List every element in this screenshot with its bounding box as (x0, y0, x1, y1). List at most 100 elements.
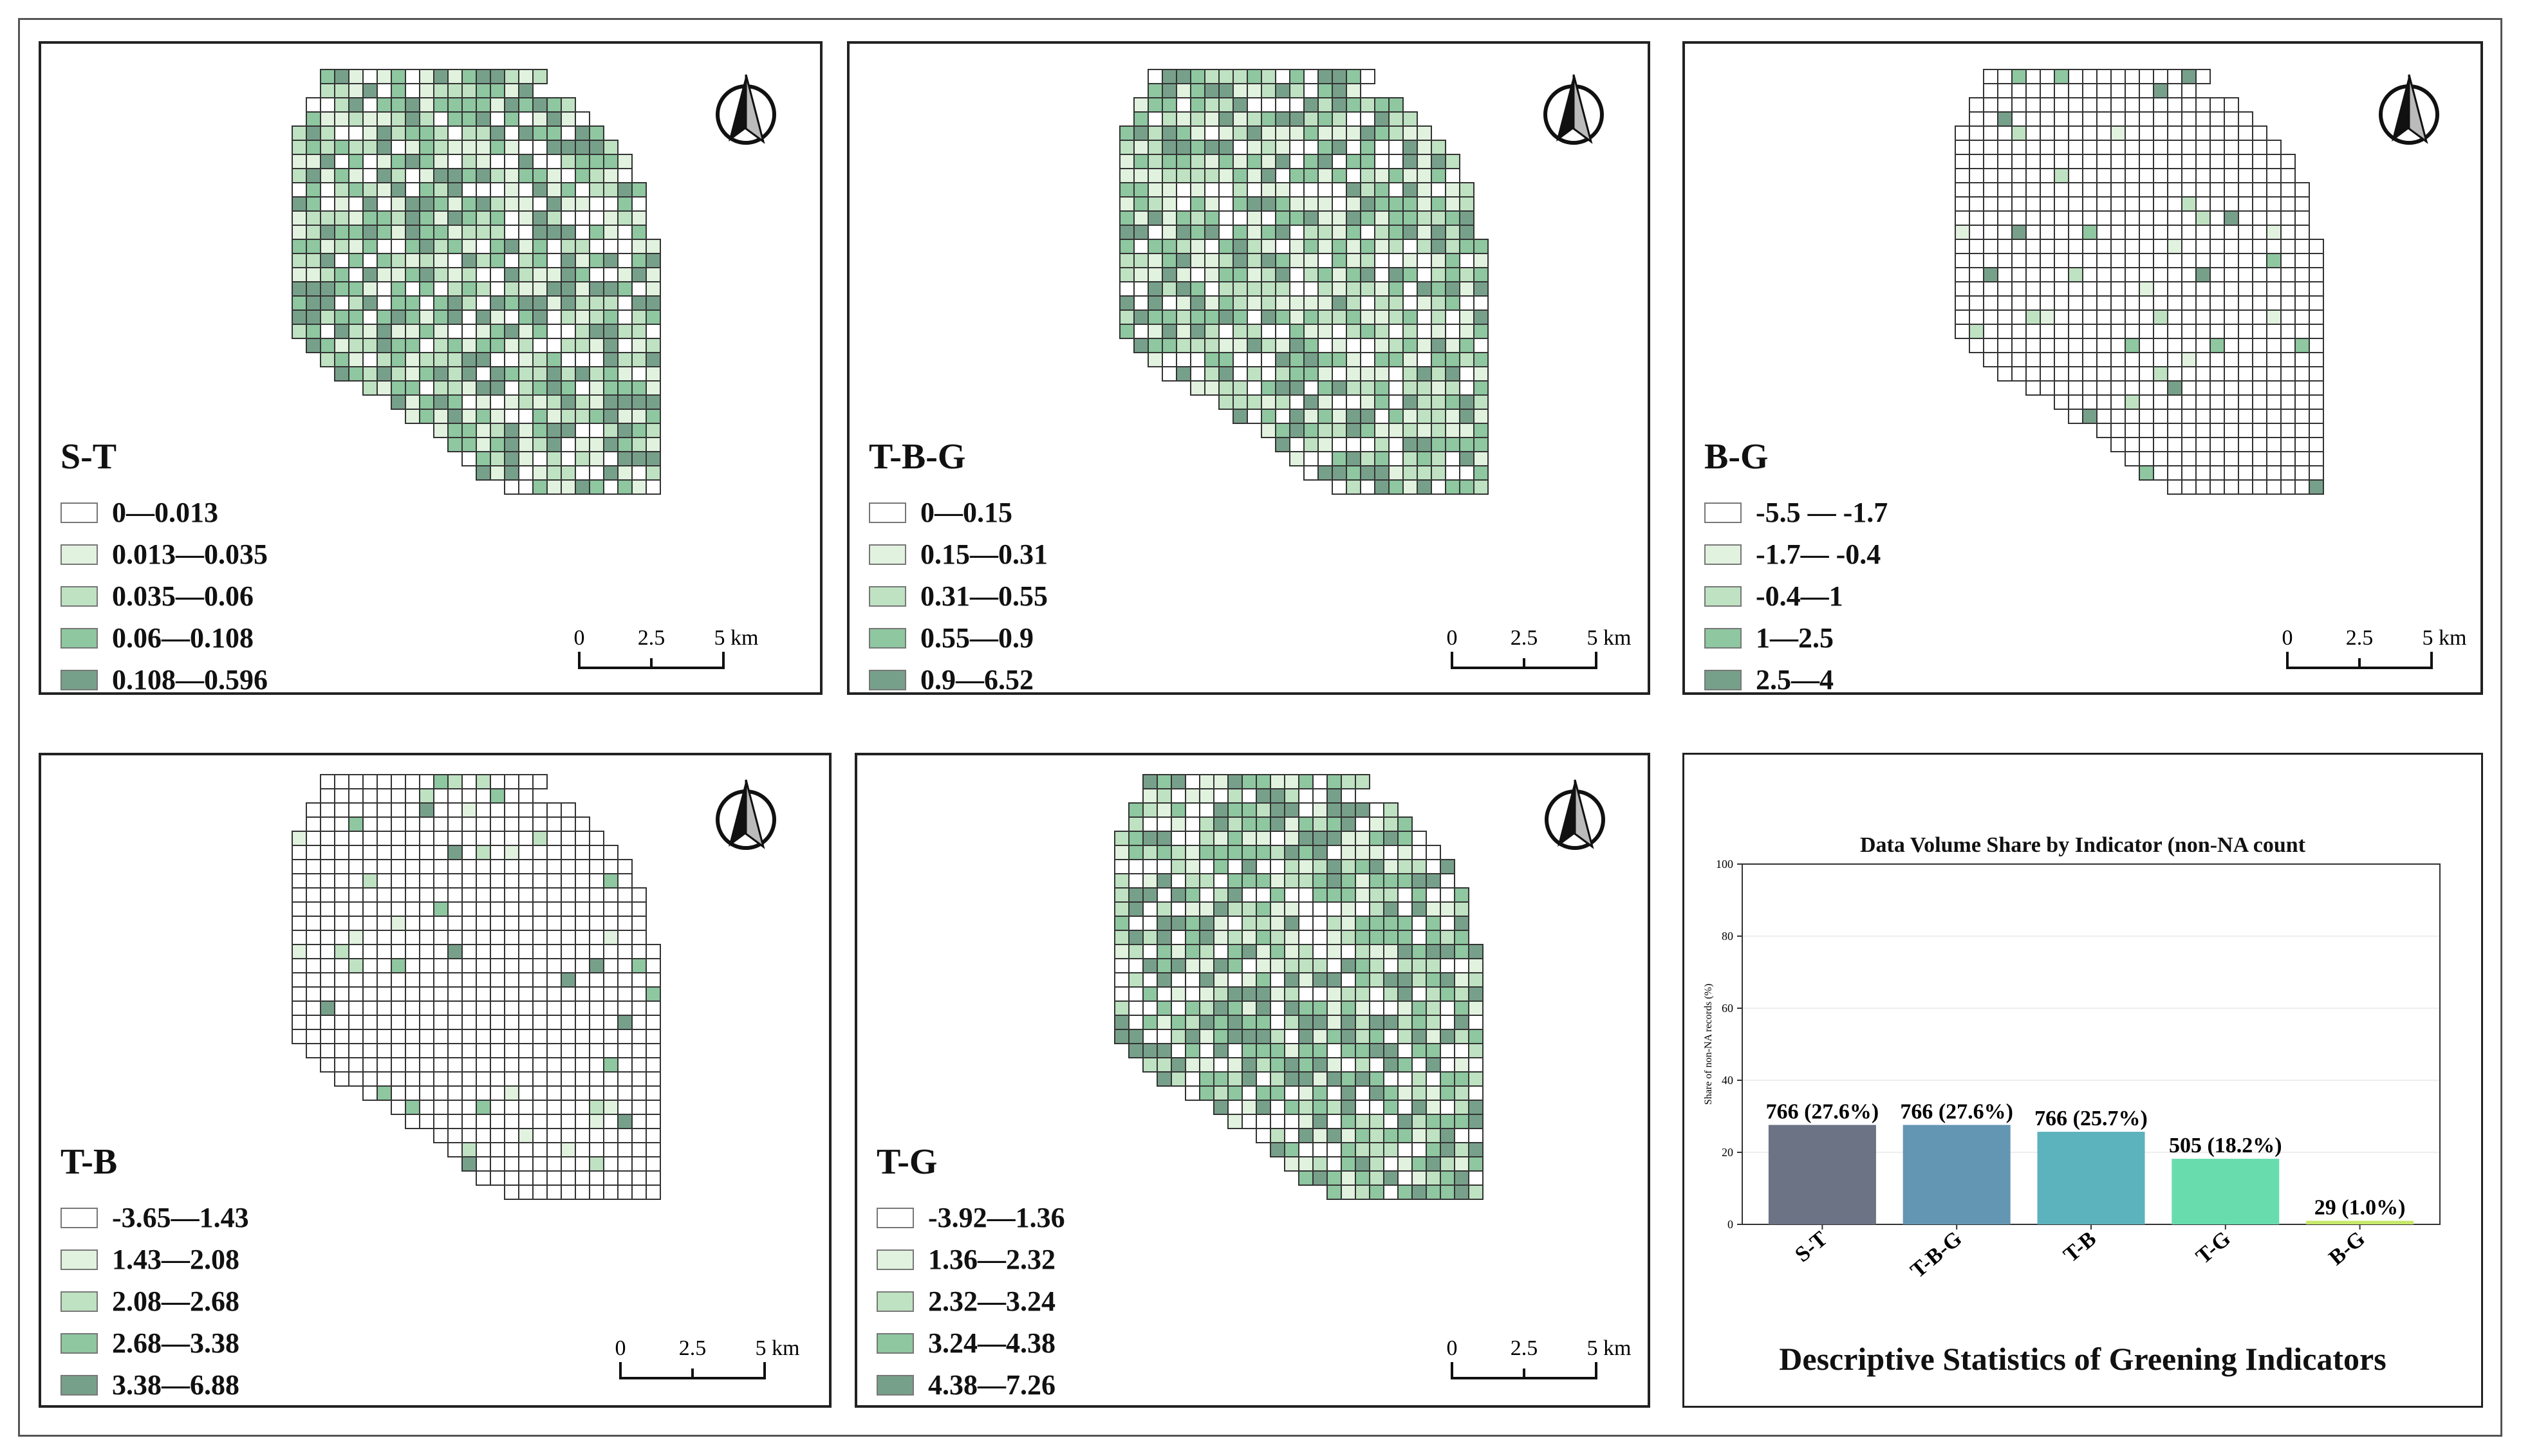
grid-cell (391, 111, 406, 127)
grid-cell (2181, 253, 2197, 268)
grid-cell (1190, 196, 1205, 212)
grid-cell (646, 352, 661, 367)
grid-cell (2082, 83, 2098, 98)
grid-cell (1346, 380, 1361, 396)
grid-cell (334, 1071, 349, 1087)
grid-cell (1247, 154, 1262, 169)
grid-cell (1955, 324, 1970, 339)
grid-cell (546, 958, 562, 973)
grid-cell (1355, 816, 1370, 832)
grid-cell (2252, 239, 2267, 254)
grid-cell (419, 774, 434, 789)
grid-cell (1199, 802, 1214, 818)
grid-cell (292, 267, 307, 282)
grid-cell (2238, 479, 2253, 495)
grid-cell (2252, 352, 2267, 367)
grid-cell (320, 774, 335, 789)
grid-cell (2139, 451, 2154, 466)
grid-cell (362, 802, 378, 818)
legend-label: 2.68—3.38 (112, 1327, 239, 1359)
grid-cell (1431, 324, 1446, 339)
grid-cell (334, 97, 349, 113)
grid-cell (1270, 831, 1285, 846)
grid-cell (518, 1029, 534, 1044)
grid-cell (1171, 901, 1186, 917)
grid-cell (306, 1029, 321, 1044)
grid-cell (2280, 267, 2296, 282)
grid-cell (1468, 1156, 1484, 1172)
grid-cell (518, 324, 534, 339)
grid-cell (306, 225, 321, 240)
grid-cell (377, 239, 392, 254)
grid-cell (1190, 182, 1205, 198)
grid-cell (1190, 125, 1205, 141)
grid-cell (1417, 366, 1432, 382)
grid-cell (631, 239, 647, 254)
grid-cell (2309, 295, 2324, 311)
grid-cell (1402, 125, 1418, 141)
grid-cell (2209, 394, 2225, 410)
grid-cell (447, 816, 463, 832)
grid-cell (1233, 324, 1248, 339)
grid-cell (603, 295, 619, 311)
grid-cell (1355, 774, 1370, 789)
scale-tick-label: 5 km (1587, 1336, 1632, 1360)
grid-cell (1162, 324, 1177, 339)
grid-cell (405, 182, 420, 198)
grid-cell (589, 154, 604, 169)
grid-cell (2309, 451, 2324, 466)
grid-cell (603, 267, 619, 282)
grid-cell (589, 845, 604, 860)
grid-cell (1204, 295, 1220, 311)
grid-cell (1185, 1057, 1200, 1073)
grid-cell (1360, 196, 1375, 212)
grid-cell (433, 69, 449, 84)
grid-cell (1284, 887, 1299, 903)
grid-cell (405, 97, 420, 113)
grid-cell (575, 831, 590, 846)
grid-cell (2195, 168, 2211, 183)
grid-cell (631, 366, 647, 382)
grid-cell (532, 479, 548, 495)
grid-cell (1247, 281, 1262, 297)
grid-cell (1233, 253, 1248, 268)
grid-cell (1157, 1057, 1172, 1073)
grid-cell (546, 1071, 562, 1087)
grid-cell (2096, 140, 2112, 155)
grid-cell (391, 1071, 406, 1087)
grid-cell (1341, 1043, 1356, 1058)
grid-cell (2252, 154, 2267, 169)
grid-cell (1431, 210, 1446, 226)
grid-cell (2096, 182, 2112, 198)
grid-cell (575, 944, 590, 959)
grid-cell (504, 281, 519, 297)
grid-cell (1289, 253, 1305, 268)
grid-cell (419, 1057, 434, 1073)
grid-cell (1289, 83, 1305, 98)
grid-cell (2096, 239, 2112, 254)
grid-cell (2040, 210, 2055, 226)
grid-cell (1397, 1156, 1413, 1172)
grid-cell (1289, 295, 1305, 311)
grid-cell (1997, 125, 2013, 141)
grid-cell (2167, 69, 2182, 84)
legend-row: 2.5—4 (1704, 659, 1888, 692)
grid-cell (1303, 324, 1319, 339)
grid-cell (348, 324, 364, 339)
grid-cell (292, 845, 307, 860)
grid-cell (2224, 352, 2239, 367)
grid-cell (1326, 944, 1342, 959)
grid-cell (391, 281, 406, 297)
grid-cell (1261, 125, 1276, 141)
grid-cell (391, 210, 406, 226)
grid-cell (1955, 154, 1970, 169)
grid-cell (334, 859, 349, 874)
grid-cell (1369, 1184, 1384, 1200)
grid-cell (362, 281, 378, 297)
grid-cell (1402, 479, 1418, 495)
grid-cell (561, 972, 576, 988)
grid-cell (461, 873, 477, 889)
grid-cell (561, 802, 576, 818)
grid-cell (1417, 437, 1432, 452)
grid-cell (362, 859, 378, 874)
